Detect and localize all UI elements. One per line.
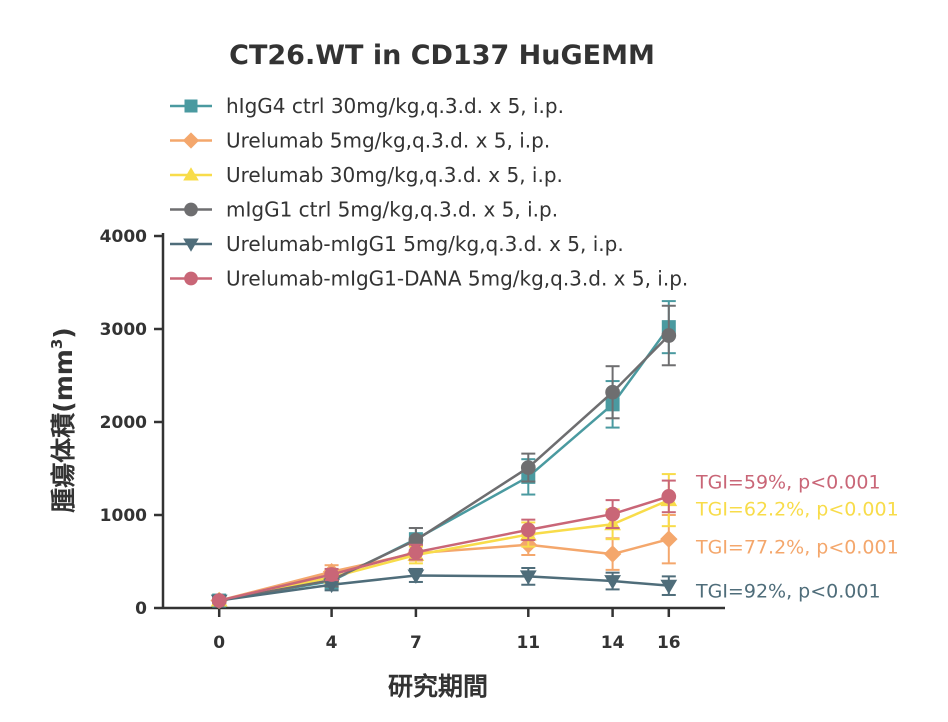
- data-point: [408, 544, 424, 560]
- data-point: [605, 506, 620, 522]
- legend-item: Urelumab-mIgG1-DANA 5mg/kg,q.3.d. x 5, i…: [170, 267, 688, 291]
- legend-marker: [182, 132, 200, 149]
- y-axis-label-end: ): [49, 327, 78, 338]
- series-group: [210, 300, 678, 610]
- legend-label: Urelumab 30mg/kg,q.3.d. x 5, i.p.: [226, 163, 563, 187]
- tgi-annotation: TGI=59%, p<0.001: [695, 472, 881, 494]
- data-point: [324, 567, 339, 582]
- legend-label: Urelumab-mIgG1 5mg/kg,q.3.d. x 5, i.p.: [226, 232, 624, 256]
- x-tick-label: 11: [516, 633, 540, 653]
- tgi-annotation: TGI=62.2%, p<0.001: [695, 498, 899, 520]
- legend-marker: [183, 167, 199, 181]
- tgi-annotation: TGI=92%, p<0.001: [695, 580, 881, 602]
- legend-label: hIgG4 ctrl 30mg/kg,q.3.d. x 5, i.p.: [226, 94, 564, 118]
- legend-item: Urelumab 30mg/kg,q.3.d. x 5, i.p.: [170, 163, 563, 187]
- x-tick-label: 4: [326, 633, 338, 653]
- series-line: [218, 334, 670, 602]
- legend-item: mIgG1 ctrl 5mg/kg,q.3.d. x 5, i.p.: [170, 198, 558, 222]
- y-axis-label: 腫瘍体積(mm3): [48, 327, 78, 512]
- axes: [161, 233, 725, 610]
- y-axis-label-superscript: 3: [48, 339, 66, 349]
- data-point: [519, 570, 537, 585]
- data-point: [604, 575, 621, 590]
- legend-item: hIgG4 ctrl 30mg/kg,q.3.d. x 5, i.p.: [170, 94, 564, 118]
- y-tick-label: 0: [135, 599, 147, 619]
- series-line: [218, 495, 670, 602]
- tgi-annotation: TGI=77.2%, p<0.001: [695, 537, 899, 559]
- y-axis-label-main: 腫瘍体積(mm: [49, 349, 78, 513]
- series-1: [212, 300, 676, 608]
- series-4: [211, 304, 677, 608]
- series-line: [219, 574, 669, 602]
- x-axis-label: 研究期間: [388, 672, 488, 701]
- data-point: [661, 328, 677, 343]
- legend-label: Urelumab-mIgG1-DANA 5mg/kg,q.3.d. x 5, i…: [226, 267, 688, 291]
- legend-marker: [184, 271, 198, 286]
- data-point: [660, 579, 678, 595]
- legend-label: Urelumab 5mg/kg,q.3.d. x 5, i.p.: [226, 129, 550, 153]
- data-point: [520, 522, 536, 538]
- legend-label: mIgG1 ctrl 5mg/kg,q.3.d. x 5, i.p.: [226, 198, 558, 222]
- x-tick-label: 16: [657, 633, 681, 653]
- data-point: [407, 569, 425, 584]
- series-line: [218, 537, 670, 602]
- data-point: [323, 578, 340, 594]
- y-tick-label: 1000: [100, 506, 147, 526]
- data-point: [661, 489, 677, 504]
- y-tick-label: 3000: [100, 320, 147, 340]
- y-ticks: 0 1000 2000 3000 4000: [100, 227, 163, 619]
- x-tick-label: 7: [410, 633, 422, 653]
- y-tick-label: 4000: [100, 227, 147, 247]
- series-6: [211, 479, 677, 608]
- data-point: [211, 593, 227, 608]
- chart-title: CT26.WT in CD137 HuGEMM: [229, 40, 655, 71]
- legend-item: Urelumab 5mg/kg,q.3.d. x 5, i.p.: [170, 129, 550, 153]
- legend-marker: [184, 202, 198, 217]
- tgi-annotations: TGI=59%, p<0.001 TGI=62.2%, p<0.001 TGI=77…: [695, 472, 899, 603]
- data-point: [520, 460, 536, 475]
- legend-marker: [184, 99, 198, 113]
- series-5: [210, 567, 678, 609]
- data-point: [605, 384, 620, 400]
- x-tick-label: 14: [601, 633, 625, 653]
- y-tick-label: 2000: [100, 413, 147, 433]
- legend-item: Urelumab-mIgG1 5mg/kg,q.3.d. x 5, i.p.: [170, 232, 624, 256]
- x-tick-label: 0: [213, 633, 225, 653]
- series-line: [218, 498, 670, 602]
- legend-marker: [183, 238, 199, 252]
- series-line: [218, 326, 670, 602]
- data-point: [660, 530, 678, 548]
- x-ticks: 0 4 7 11 14 16: [213, 608, 681, 653]
- data-point: [603, 545, 622, 563]
- legend: hIgG4 ctrl 30mg/kg,q.3.d. x 5, i.p. Urelu…: [170, 94, 688, 291]
